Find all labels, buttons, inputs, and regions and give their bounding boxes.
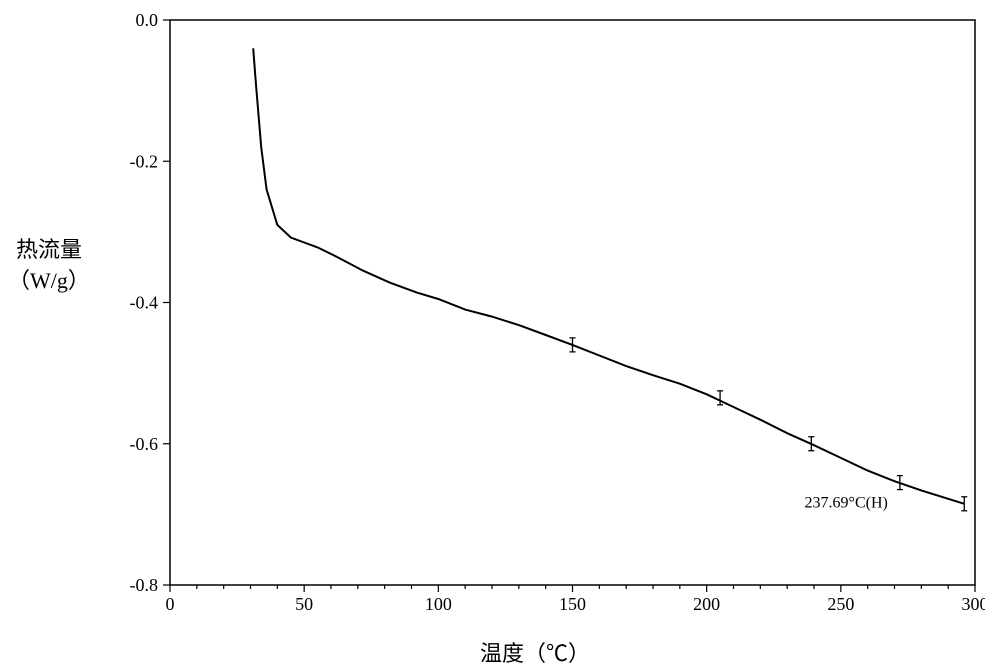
svg-text:200: 200 [693, 594, 720, 614]
svg-text:150: 150 [559, 594, 586, 614]
y-axis-label-line1: 热流量 [16, 237, 82, 262]
svg-text:300: 300 [962, 594, 986, 614]
svg-text:-0.6: -0.6 [130, 434, 159, 454]
chart-svg: 0 50 100 150 200 250 300 -0.8 -0.6 -0.4 -0.2 0.0 237… [115, 10, 985, 630]
svg-text:0: 0 [166, 594, 175, 614]
svg-text:250: 250 [827, 594, 854, 614]
annotation-label: 237.69°C(H) [805, 494, 888, 511]
svg-text:-0.4: -0.4 [130, 293, 159, 313]
svg-text:-0.8: -0.8 [130, 575, 159, 595]
svg-text:100: 100 [425, 594, 452, 614]
plot-area: 0 50 100 150 200 250 300 -0.8 -0.6 -0.4 -0.2 0.0 237… [115, 10, 985, 630]
x-axis-label: 温度（℃） [480, 636, 590, 668]
y-axis-label-line2: （W/g） [8, 268, 90, 293]
y-axis-label: 热流量 （W/g） [8, 235, 90, 297]
svg-text:0.0: 0.0 [136, 10, 159, 30]
svg-text:-0.2: -0.2 [130, 151, 159, 171]
dsc-curve [253, 48, 964, 504]
x-axis-label-text: 温度（℃） [480, 641, 590, 666]
svg-text:50: 50 [295, 594, 313, 614]
